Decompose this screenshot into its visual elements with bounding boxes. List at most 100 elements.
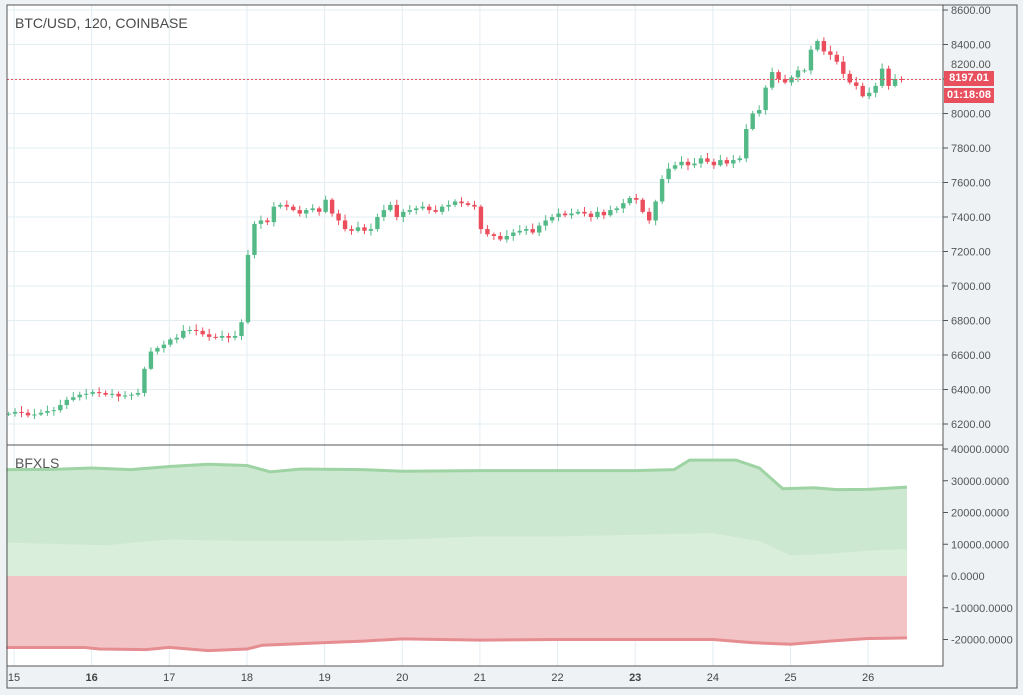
candle-down: [200, 330, 205, 335]
candle-up: [892, 79, 898, 86]
candle-up: [232, 336, 238, 338]
time-axis-label: 18: [241, 672, 253, 684]
indicator-axis-label: -10000.0000: [951, 603, 1013, 615]
candle-down: [426, 206, 432, 211]
candle-up: [556, 213, 561, 217]
candle-up: [504, 235, 510, 240]
candle-up: [64, 399, 70, 406]
candle-up: [659, 179, 665, 202]
candle-up: [355, 227, 361, 231]
candle-up: [271, 206, 277, 223]
shorts-line: [6, 636, 907, 653]
time-axis-label: 25: [784, 672, 796, 684]
candle-up: [12, 411, 18, 414]
candle-down: [206, 334, 212, 337]
candle-up: [388, 204, 393, 211]
candle-up: [187, 329, 192, 331]
time-axis-label: 24: [707, 672, 719, 684]
candle-down: [530, 229, 535, 233]
price-axis-label: 7800.00: [951, 143, 991, 155]
candle-down: [782, 79, 788, 83]
candle-up: [58, 405, 63, 411]
candle-down: [634, 198, 639, 200]
candle-up: [45, 411, 50, 413]
price-axis-label: 7400.00: [951, 212, 991, 224]
candle-up: [666, 168, 671, 180]
outer-border: [6, 4, 1018, 689]
candle-up: [38, 412, 44, 415]
price-axis-label: 6800.00: [951, 316, 991, 328]
candle-up: [90, 392, 95, 394]
candle-up: [756, 110, 762, 114]
candle-down: [582, 211, 587, 214]
candle-up: [614, 208, 620, 211]
time-axis-label: 23: [629, 672, 641, 684]
candle-up: [155, 348, 160, 352]
time-axis-label: 16: [86, 672, 98, 684]
candle-up: [452, 201, 458, 205]
candle-up: [815, 41, 820, 50]
candle-up: [181, 330, 186, 338]
candle-up: [679, 161, 684, 166]
indicator-title: BFXLS: [15, 455, 60, 471]
candle-up: [401, 211, 406, 217]
candle-up: [802, 70, 807, 72]
candle-down: [116, 393, 121, 397]
candle-down: [847, 73, 852, 83]
candle-up: [608, 210, 613, 216]
price-axis-label: 6400.00: [951, 385, 991, 397]
indicator-axis-label: 20000.0000: [951, 508, 1009, 520]
candle-up: [304, 210, 309, 214]
candle-up: [77, 394, 82, 398]
price-axis-label: 8000.00: [951, 109, 991, 121]
candle-down: [349, 229, 354, 231]
candle-up: [71, 397, 76, 400]
candle-up: [575, 211, 581, 214]
candle-up: [375, 217, 380, 230]
candle-down: [329, 199, 335, 214]
price-axis-label: 8600.00: [951, 5, 991, 17]
candle-down: [465, 203, 471, 205]
longs-inner-area: [6, 533, 907, 576]
candle-up: [258, 220, 264, 224]
indicator-axis-label: 0.0000: [951, 571, 985, 583]
candle-up: [731, 160, 736, 164]
candle-up: [174, 337, 180, 340]
candle-down: [316, 208, 322, 212]
candle-down: [776, 72, 781, 79]
candle-up: [595, 211, 600, 217]
candle-up: [51, 410, 57, 412]
candle-up: [621, 203, 626, 209]
indicator-axis-label: 10000.0000: [951, 539, 1009, 551]
candle-up: [420, 206, 425, 209]
last-price-tag: 8197.01: [944, 71, 994, 86]
candle-down: [705, 158, 710, 162]
indicator-axis-label: 30000.0000: [951, 476, 1009, 488]
candle-up: [168, 339, 173, 345]
candle-up: [808, 49, 814, 71]
shorts-area: [6, 576, 907, 651]
candle-down: [685, 161, 691, 166]
candle-down: [886, 68, 891, 86]
candle-up: [524, 229, 529, 231]
candle-up: [692, 163, 697, 166]
symbol-title: BTC/USD, 120, COINBASE: [15, 15, 188, 31]
candle-down: [433, 210, 438, 212]
candle-down: [640, 199, 645, 212]
candle-up: [239, 322, 244, 337]
price-axis-label: 8200.00: [951, 59, 991, 71]
candle-up: [549, 217, 555, 221]
candle-up: [627, 198, 632, 204]
indicator-axis-label: 40000.0000: [951, 444, 1009, 456]
candle-down: [336, 213, 341, 221]
price-axis-label: 7600.00: [951, 178, 991, 190]
candle-up: [763, 87, 768, 111]
price-axis-label: 8400.00: [951, 40, 991, 52]
candle-up: [407, 210, 412, 212]
candle-up: [543, 220, 548, 226]
candle-down: [841, 61, 846, 74]
candle-down: [601, 211, 607, 216]
candle-up: [252, 223, 257, 255]
candle-down: [103, 392, 108, 395]
